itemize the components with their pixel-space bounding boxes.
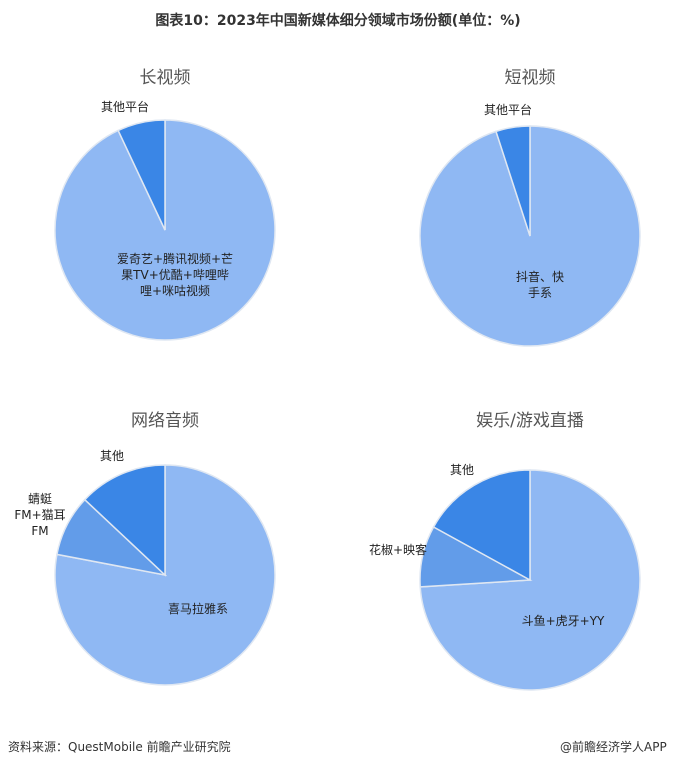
chart-title: 短视频	[504, 68, 556, 88]
slice-label: 斗鱼+虎牙+YY	[521, 614, 605, 628]
chart-title: 网络音频	[131, 411, 199, 431]
slice-label: 蜻蜓FM+猫耳FM	[14, 492, 66, 538]
brand: @前瞻经济学人APP	[560, 740, 667, 754]
page-title: 图表10：2023年中国新媒体细分领域市场份额(单位：%)	[155, 13, 521, 29]
pie-slice	[495, 125, 531, 237]
slice-label: 花椒+映客	[368, 543, 428, 557]
slice-label: 其他	[449, 463, 475, 477]
pie-slice	[117, 119, 166, 231]
slice-label: 爱奇艺+腾讯视频+芒果TV+优酷+哔哩哔哩+咪咕视频	[116, 252, 234, 298]
slice-label: 其他平台	[483, 103, 533, 117]
slice-label: 喜马拉雅系	[167, 602, 229, 616]
pie-slice	[83, 464, 166, 577]
chart-title: 长视频	[139, 68, 191, 88]
pie-slice	[432, 469, 531, 582]
slice-label: 其他	[99, 449, 125, 463]
slice-label: 其他平台	[100, 100, 150, 114]
chart-title: 娱乐/游戏直播	[476, 411, 584, 431]
source: 资料来源：QuestMobile 前瞻产业研究院	[8, 740, 231, 754]
slice-label: 抖音、快手系	[515, 270, 564, 300]
